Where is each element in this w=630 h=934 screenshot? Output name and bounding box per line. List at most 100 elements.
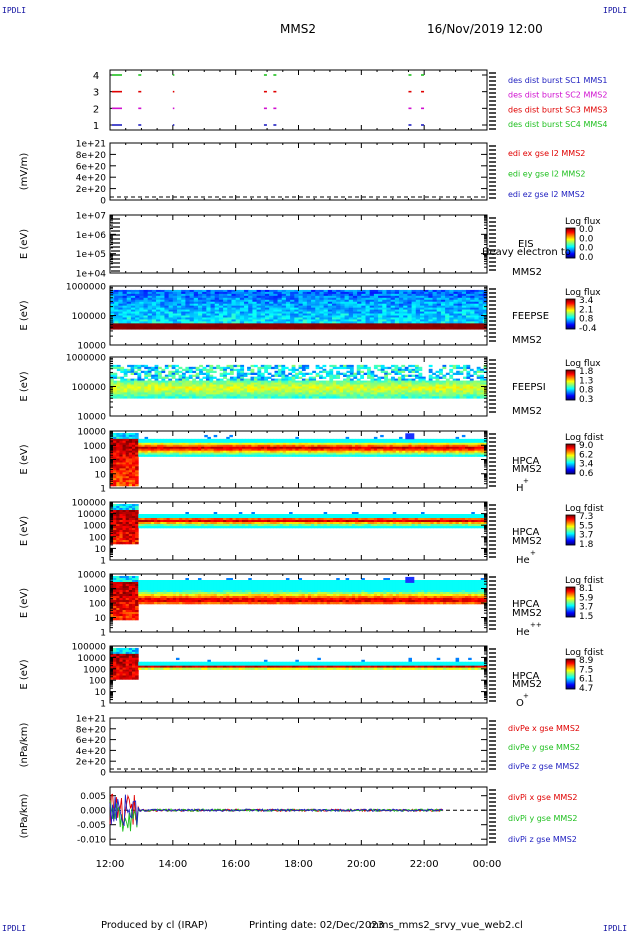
spectrogram-cell: [424, 303, 429, 306]
spectrogram-cell: [327, 307, 333, 310]
spectrogram-cell: [130, 396, 135, 399]
spectrogram-cell: [267, 450, 271, 453]
spectrogram-cell: [344, 307, 350, 310]
spectrogram-cell: [156, 305, 161, 308]
spectrogram-cell: [380, 366, 385, 370]
spectrogram-cell: [290, 315, 295, 318]
spectrogram-cell: [428, 309, 433, 312]
spectrogram-cell: [440, 299, 446, 303]
spectrogram-cell: [332, 327, 337, 330]
spectrogram-cell: [339, 386, 344, 389]
spectrogram-cell: [123, 394, 128, 397]
spectrogram-cell: [181, 394, 186, 397]
spectrogram-cell: [311, 299, 316, 303]
spectrogram-cell: [306, 297, 312, 301]
spectrogram-cell: [336, 392, 341, 395]
spectrogram-cell: [254, 444, 259, 448]
spectrogram-cell: [386, 315, 392, 318]
y-axis-label: (nPa/km): [19, 723, 30, 768]
spectrogram-cell: [126, 291, 132, 295]
spectrogram-cell: [151, 313, 157, 316]
spectrogram-cell: [137, 366, 142, 370]
spectrogram-cell: [226, 366, 231, 370]
spectrogram-cell: [432, 317, 438, 320]
spectrogram-cell: [401, 392, 406, 395]
spectrogram-cell: [404, 396, 409, 399]
spectrogram-cell: [332, 307, 337, 310]
spectrogram-cell: [194, 448, 199, 451]
spectrogram-cell: [233, 396, 238, 399]
spectrogram-cell: [294, 317, 299, 320]
spectrogram-cell: [290, 323, 295, 326]
spectrogram-cell: [210, 319, 216, 322]
spectrogram-cell: [403, 303, 408, 306]
y-tick-label: 1e+21: [76, 140, 106, 150]
spectrogram-cell: [399, 323, 404, 326]
spectrogram-cell: [311, 327, 316, 330]
spectrogram-cell: [223, 295, 228, 299]
spectrogram-cell: [432, 327, 438, 330]
colorbar-step: [566, 306, 575, 308]
spectrogram-cell: [160, 301, 165, 304]
spectrogram-cell: [397, 396, 402, 399]
spectrogram-cell: [227, 303, 232, 306]
colorbar-step: [566, 243, 575, 245]
spectrogram-cell: [223, 289, 228, 293]
spectrogram-cell: [143, 319, 149, 322]
spectrogram-cell: [216, 366, 221, 370]
spectrogram-cell: [285, 295, 291, 299]
spectrogram-cell: [181, 380, 186, 383]
spectrogram-cell: [131, 454, 136, 457]
spectrogram-cell: [361, 297, 366, 301]
spectrogram-cell: [168, 319, 174, 322]
spectrogram-cell: [119, 460, 123, 463]
spectrogram-cell: [257, 444, 262, 448]
spectrogram-cell: [267, 394, 272, 397]
spectrogram-cell: [123, 396, 128, 399]
spectrogram-cell: [169, 442, 174, 446]
spectrogram-cell: [168, 315, 174, 318]
spectrogram-cell: [424, 311, 429, 314]
spectrogram-cell: [202, 307, 207, 310]
spectrogram-cell: [424, 323, 429, 326]
spectrogram-cell: [348, 323, 354, 326]
spectrogram-cell: [202, 295, 207, 299]
colorbar-step: [566, 247, 575, 249]
spectrogram-cell: [384, 376, 389, 379]
spectrogram-cell: [143, 297, 149, 301]
spectrogram-cell: [311, 301, 316, 304]
spectrogram-cell: [271, 384, 275, 387]
spectrogram-cell: [247, 396, 251, 399]
spectrogram-cell: [239, 325, 245, 328]
spectrogram-cell: [307, 450, 312, 453]
spectrogram-cell: [295, 396, 299, 399]
spectrogram-cell: [282, 442, 287, 446]
spectrogram-cell: [209, 396, 214, 399]
spectrogram-cell: [378, 293, 383, 297]
spectrogram-cell: [110, 372, 114, 375]
spectrogram-cell: [463, 392, 467, 395]
spectrogram-cell: [240, 384, 245, 387]
spectrogram-cell: [474, 297, 480, 301]
spectrogram-cell: [298, 321, 304, 324]
spectrogram-cell: [365, 313, 371, 316]
spectrogram-cell: [181, 321, 186, 324]
spectrogram-cell: [469, 386, 474, 389]
spectrogram-cell: [436, 299, 442, 303]
spectrogram-cell: [231, 297, 237, 301]
spectrogram-cell: [382, 319, 387, 322]
spectrogram-cell: [373, 317, 379, 320]
spectrogram-cell: [285, 315, 291, 318]
y-tick-label: 1e+04: [76, 270, 107, 280]
spectrogram-cell: [453, 309, 459, 312]
spectrogram-cell: [171, 366, 176, 370]
spectrogram-cell: [192, 388, 197, 391]
spectrogram-cell: [285, 311, 291, 314]
spectrogram-cell: [223, 319, 228, 322]
spectrogram-cell: [461, 289, 467, 293]
spectrogram-cell: [147, 309, 153, 312]
spectrogram-cell: [172, 295, 178, 299]
spectrogram-cell: [348, 297, 354, 301]
spectrogram-cell: [168, 313, 174, 316]
